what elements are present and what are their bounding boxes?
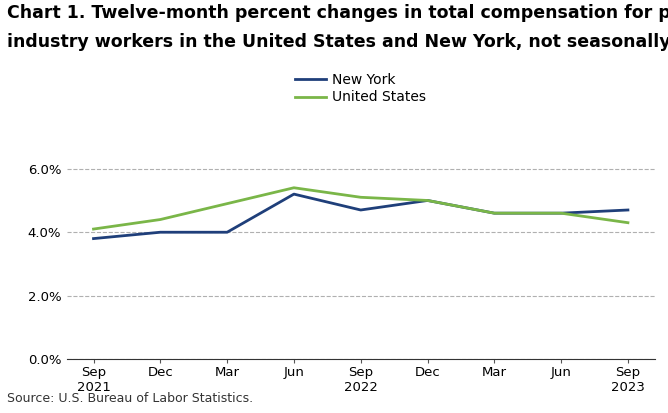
Text: Chart 1. Twelve-month percent changes in total compensation for private: Chart 1. Twelve-month percent changes in… — [7, 4, 668, 22]
Legend: New York, United States: New York, United States — [295, 73, 426, 104]
Text: industry workers in the United States and New York, not seasonally adjusted: industry workers in the United States an… — [7, 33, 668, 51]
Text: Source: U.S. Bureau of Labor Statistics.: Source: U.S. Bureau of Labor Statistics. — [7, 392, 253, 405]
